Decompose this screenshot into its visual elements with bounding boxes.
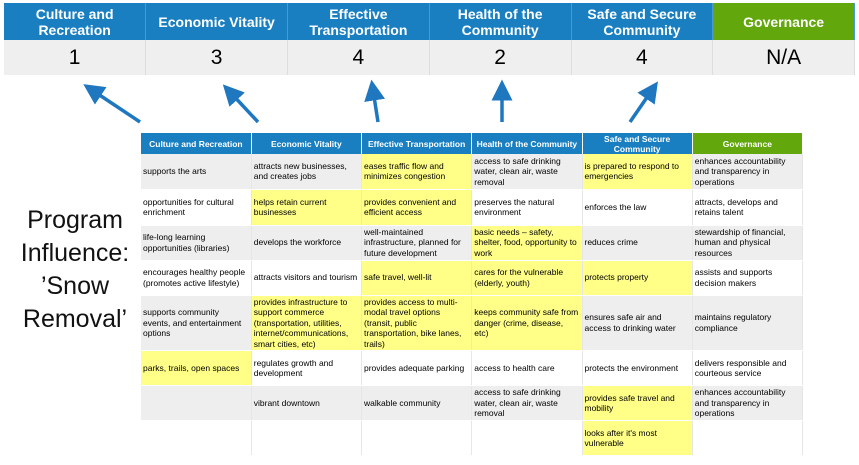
matrix-cell: parks, trails, open spaces [141,350,252,386]
matrix-header: Culture and Recreation [141,133,252,154]
matrix-cell [251,420,363,456]
matrix-cell: attracts, develops and retains talent [692,189,804,226]
matrix-cell: safe travel, well-lit [361,260,473,296]
matrix-cell [471,420,583,456]
matrix-cell: encourages healthy people (promotes acti… [141,260,252,296]
matrix-row: supports community events, and entertain… [141,295,804,351]
matrix-row: supports the arts attracts new businesses… [141,154,804,190]
matrix-row: encourages healthy people (promotes acti… [141,260,804,296]
matrix-cell: keeps community safe from danger (crime,… [471,295,583,351]
arrow-icon [628,81,658,123]
summary-score-table: Culture and Recreation Economic Vitality E… [4,3,855,75]
summary-score: 2 [429,40,572,75]
matrix-cell: provides adequate parking [361,350,473,386]
arrow-icon [364,79,385,123]
arrow-icon [222,84,260,124]
matrix-cell: enhances accountability and transparency… [692,154,804,190]
matrix-cell: provides safe travel and mobility [582,385,693,421]
matrix-cell: attracts visitors and tourism [251,260,363,296]
summary-score: 1 [4,40,147,75]
matrix-cell: develops the workforce [251,225,363,261]
matrix-cell: walkable community [361,385,473,421]
matrix-cell: preserves the natural environment [471,189,583,226]
matrix-cell: regulates growth and development [251,350,363,386]
program-influence-label: Program Influence: ’Snow Removal’ [0,204,150,336]
matrix-cell [141,385,252,421]
matrix-cell: well-maintained infrastructure, planned … [361,225,473,261]
matrix-cell [141,420,252,456]
matrix-cell: delivers responsible and courteous servi… [692,350,804,386]
matrix-cell: access to safe drinking water, clean air… [471,154,583,190]
matrix-cell: enforces the law [582,189,693,226]
summary-header: Culture and Recreation [4,3,147,40]
matrix-header: Governance [692,133,804,154]
matrix-cell: access to safe drinking water, clean air… [471,385,583,421]
label-line: Influence: [20,239,130,267]
matrix-cell [692,420,804,456]
matrix-row: vibrant downtown walkable community access… [141,385,804,421]
matrix-header: Effective Transportation [361,133,473,154]
matrix-cell: reduces crime [582,225,693,261]
influence-matrix: Culture and Recreation Economic Vitality E… [141,133,804,456]
summary-score: 4 [571,40,714,75]
matrix-cell: ensures safe air and access to drinking … [582,295,693,351]
matrix-header: Safe and Secure Community [582,133,693,154]
matrix-cell: supports the arts [141,154,252,190]
matrix-row: parks, trails, open spaces regulates grow… [141,350,804,386]
matrix-row: looks after it's most vulnerable [141,420,804,456]
matrix-header: Economic Vitality [251,133,363,154]
summary-header: Governance [712,3,855,40]
summary-header: Health of the Community [429,3,572,40]
matrix-cell: access to health care [471,350,583,386]
matrix-cell: assists and supports decision makers [692,260,804,296]
matrix-header: Health of the Community [471,133,583,154]
matrix-cell: provides access to multi-modal travel op… [361,295,473,351]
summary-score: N/A [712,40,855,75]
matrix-cell: life-long learning opportunities (librar… [141,225,252,261]
label-line: Program [27,206,123,234]
matrix-cell: provides convenient and efficient access [361,189,473,226]
matrix-row: opportunities for cultural enrichment hel… [141,189,804,226]
matrix-cell: cares for the vulnerable (elderly, youth… [471,260,583,296]
summary-header: Economic Vitality [145,3,288,40]
matrix-cell: attracts new businesses, and creates job… [251,154,363,190]
matrix-cell: vibrant downtown [251,385,363,421]
matrix-cell: supports community events, and entertain… [141,295,252,351]
label-line: Removal’ [22,305,128,333]
matrix-cell: maintains regulatory compliance [692,295,804,351]
summary-score: 4 [287,40,430,75]
matrix-cell: protects the environment [582,350,693,386]
matrix-cell: basic needs – safety, shelter, food, opp… [471,225,583,261]
matrix-cell: eases traffic flow and minimizes congest… [361,154,473,190]
matrix-cell [361,420,473,456]
matrix-cell: enhances accountability and transparency… [692,385,804,421]
matrix-cell: provides infrastructure to support comme… [251,295,363,351]
arrow-icon [83,84,141,124]
matrix-cell: protects property [582,260,693,296]
summary-header: Effective Transportation [287,3,430,40]
summary-header: Safe and Secure Community [571,3,714,40]
matrix-row: life-long learning opportunities (librar… [141,225,804,261]
label-line: ’Snow [40,272,110,300]
matrix-cell: is prepared to respond to emergencies [582,154,693,190]
matrix-cell: stewardship of financial, human and phys… [692,225,804,261]
summary-score: 3 [145,40,288,75]
matrix-cell: looks after it's most vulnerable [582,420,693,456]
matrix-cell: opportunities for cultural enrichment [141,189,252,226]
matrix-cell: helps retain current businesses [251,189,363,226]
